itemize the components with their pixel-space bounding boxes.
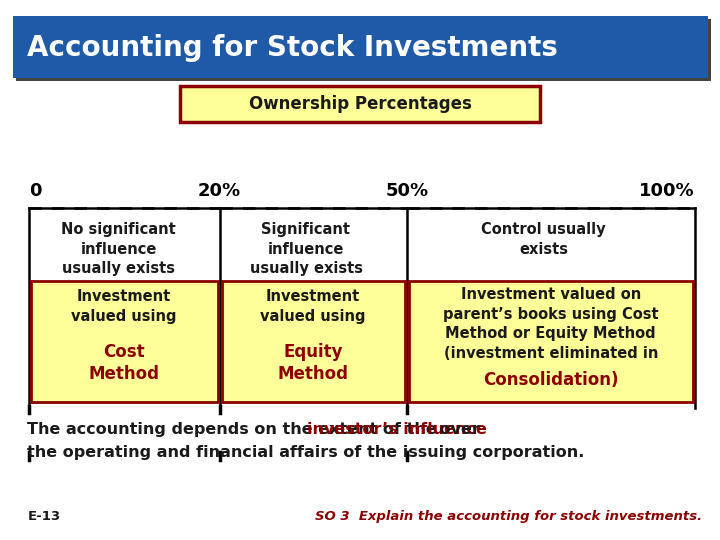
Text: the operating and financial affairs of the issuing corporation.: the operating and financial affairs of t… <box>27 446 585 461</box>
Text: Control usually
exists: Control usually exists <box>481 222 606 256</box>
Text: E-13: E-13 <box>27 510 60 523</box>
Text: investor’s influence: investor’s influence <box>307 422 487 437</box>
Text: The accounting depends on the extent of the: The accounting depends on the extent of … <box>27 422 443 437</box>
Text: Cost
Method: Cost Method <box>89 343 160 383</box>
Bar <box>180 86 540 122</box>
Text: Accounting for Stock Investments: Accounting for Stock Investments <box>27 33 558 62</box>
Text: Significant
influence
usually exists: Significant influence usually exists <box>250 222 362 276</box>
Text: Investment valued on
parent’s books using Cost
Method or Equity Method
(investme: Investment valued on parent’s books usin… <box>443 287 659 361</box>
Text: Ownership Percentages: Ownership Percentages <box>248 95 472 113</box>
Text: Investment
valued using: Investment valued using <box>71 289 177 323</box>
Text: Investment
valued using: Investment valued using <box>261 289 366 323</box>
Text: 100%: 100% <box>639 182 695 200</box>
Text: Consolidation): Consolidation) <box>483 371 618 389</box>
Text: Equity
Method: Equity Method <box>278 343 348 383</box>
Text: 20%: 20% <box>198 182 241 200</box>
Text: No significant
influence
usually exists: No significant influence usually exists <box>61 222 176 276</box>
Bar <box>16 19 711 82</box>
Bar <box>222 281 405 402</box>
Bar <box>409 281 693 402</box>
Text: 0: 0 <box>29 182 41 200</box>
Bar <box>31 281 217 402</box>
Bar <box>13 16 708 78</box>
Text: 50%: 50% <box>385 182 428 200</box>
Text: SO 3  Explain the accounting for stock investments.: SO 3 Explain the accounting for stock in… <box>315 510 702 523</box>
Text: over: over <box>433 422 480 437</box>
